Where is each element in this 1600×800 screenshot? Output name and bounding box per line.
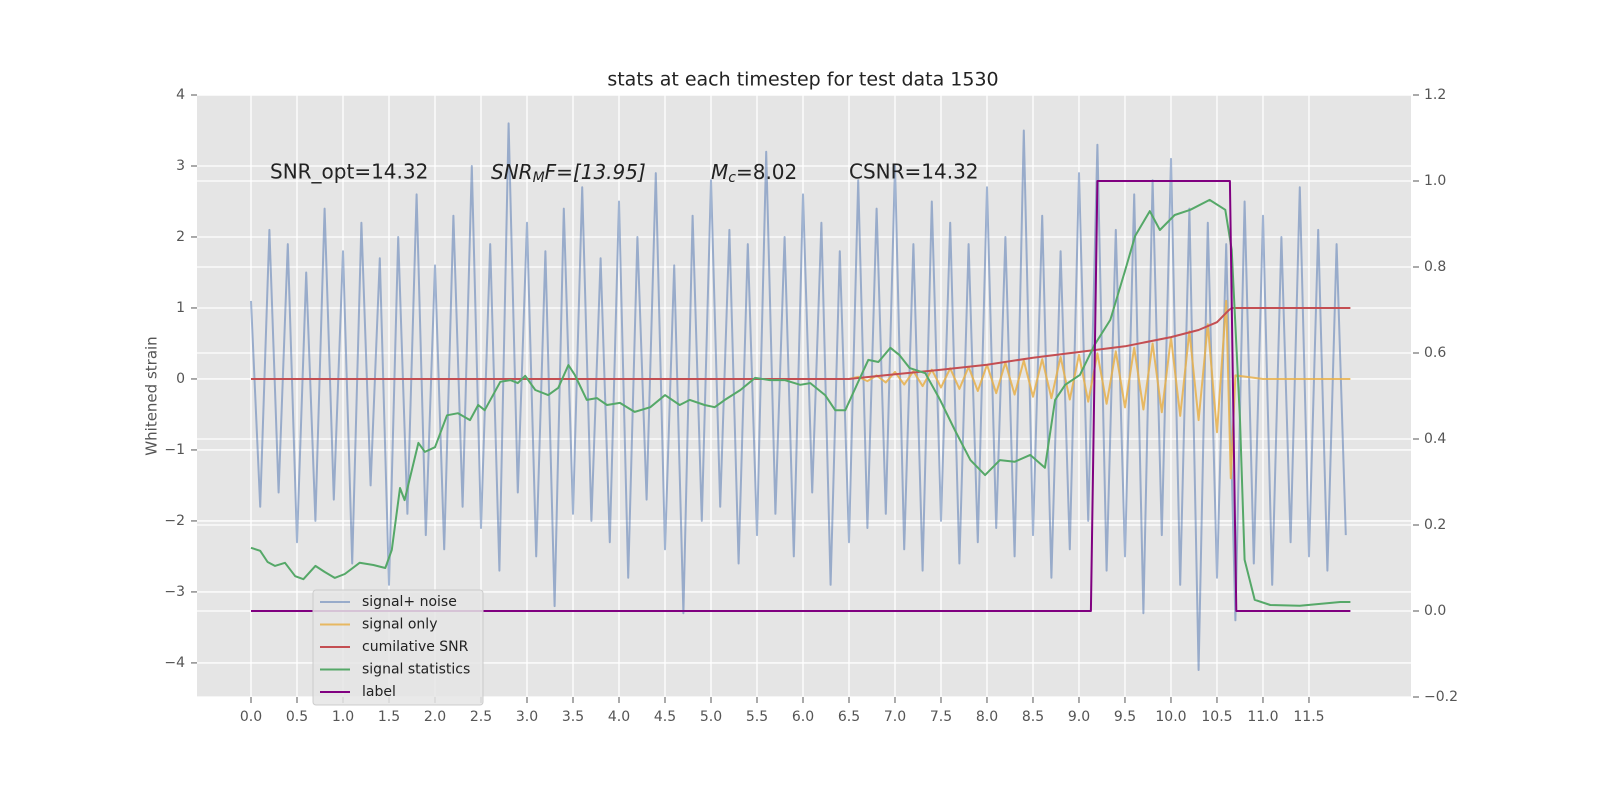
legend-box — [312, 589, 484, 706]
x-tick-label: 8.0 — [976, 709, 998, 725]
x-tick-label: 9.5 — [1114, 709, 1136, 725]
legend: signal+ noise signal only cumilative SNR si… — [312, 589, 484, 706]
annotation-rest: F=[13.95] — [545, 160, 646, 184]
y2-tick-label: 1.2 — [1424, 87, 1446, 103]
legend-label: signal statistics — [362, 662, 470, 678]
x-tick-label: 2.0 — [424, 709, 446, 725]
chart-title: stats at each timestep for test data 153… — [607, 69, 998, 91]
annotation: SNRMF=[13.95] — [491, 160, 646, 187]
x-tick-label: 2.5 — [470, 709, 492, 725]
y-tick-label: −3 — [164, 584, 185, 600]
y2-tick-label: 1.0 — [1424, 173, 1446, 189]
annotations: SNR_opt=14.32 SNRMF=[13.95] Mc=8.02 CSNR=14… — [270, 160, 979, 187]
x-tick-label: 3.5 — [562, 709, 584, 725]
series-line — [251, 180, 1351, 612]
annotation-main: SNR — [491, 160, 533, 184]
annotation-sub: c — [728, 170, 736, 186]
series-line — [251, 299, 1351, 480]
y2-tick-label: 0.6 — [1424, 345, 1446, 361]
legend-label: label — [362, 684, 396, 700]
x-tick-label: 0.0 — [240, 709, 262, 725]
series-line — [250, 198, 1351, 607]
y-tick-label: 1 — [176, 300, 185, 316]
legend-label: signal+ noise — [362, 594, 457, 610]
y-tick-label: 0 — [176, 371, 185, 387]
x-tick-label: 3.0 — [516, 709, 538, 725]
x-tick-label: 9.0 — [1068, 709, 1090, 725]
x-tick-label: 6.0 — [792, 709, 814, 725]
x-tick-label: 5.0 — [700, 709, 722, 725]
y-tick-label: −2 — [164, 513, 185, 529]
x-tick-label: 1.5 — [378, 709, 400, 725]
y2-tick-label: 0.0 — [1424, 603, 1446, 619]
x-tick-label: 6.5 — [838, 709, 860, 725]
y-tick-label: 2 — [176, 229, 185, 245]
annotation: CSNR=14.32 — [849, 160, 979, 184]
y-tick-label: −1 — [164, 442, 185, 458]
axes: −4 −3 −2 −1 0 1 2 3 4 −0.2 0.0 0.2 0.4 0.6 0.8 1.0 1.2 0.… — [164, 87, 1458, 725]
x-tick-label: 10.0 — [1155, 709, 1186, 725]
x-tick-label: 4.0 — [608, 709, 630, 725]
series-line — [251, 307, 1351, 380]
annotation-main: M — [711, 160, 728, 184]
annotation: SNR_opt=14.32 — [270, 160, 428, 184]
annotation-rest: =8.02 — [736, 160, 797, 184]
x-tick-label: 4.5 — [654, 709, 676, 725]
x-tick-label: 0.5 — [286, 709, 308, 725]
x-tick-label: 1.0 — [332, 709, 354, 725]
y2-tick-label: −0.2 — [1424, 689, 1458, 705]
x-tick-label: 11.5 — [1293, 709, 1324, 725]
x-tick-label: 7.0 — [884, 709, 906, 725]
series-line — [250, 122, 1347, 671]
annotation-sub: M — [533, 170, 545, 186]
x-tick-label: 8.5 — [1022, 709, 1044, 725]
x-tick-label: 7.5 — [930, 709, 952, 725]
y-tick-label: 3 — [176, 158, 185, 174]
x-tick-label: 11.0 — [1247, 709, 1278, 725]
legend-label: cumilative SNR — [362, 639, 469, 655]
y2-tick-label: 0.8 — [1424, 259, 1446, 275]
lines — [250, 122, 1351, 671]
y-axis-label: Whitened strain — [143, 336, 161, 455]
x-tick-label: 5.5 — [746, 709, 768, 725]
y-tick-label: −4 — [164, 655, 185, 671]
x-tick-label: 10.5 — [1201, 709, 1232, 725]
legend-label: signal only — [362, 617, 437, 633]
y-tick-label: 4 — [176, 87, 185, 103]
y2-tick-label: 0.4 — [1424, 431, 1446, 447]
annotation: Mc=8.02 — [711, 160, 797, 187]
y2-tick-label: 0.2 — [1424, 517, 1446, 533]
